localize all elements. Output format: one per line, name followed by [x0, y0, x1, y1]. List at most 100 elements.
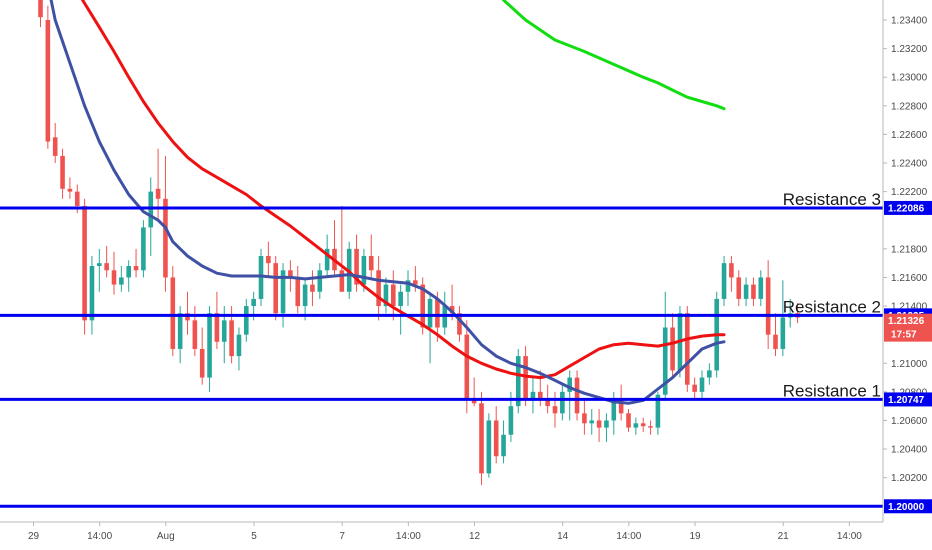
candle[interactable] [52, 122, 58, 164]
candle[interactable] [515, 348, 521, 414]
candle[interactable] [648, 420, 653, 435]
candle-body [685, 313, 690, 385]
candle[interactable] [295, 266, 301, 314]
candle[interactable] [670, 313, 675, 378]
candle-body [743, 284, 749, 299]
candle[interactable] [699, 370, 705, 400]
candle[interactable] [38, 0, 43, 28]
candle[interactable] [398, 284, 403, 335]
candle[interactable] [141, 220, 146, 278]
candle[interactable] [67, 177, 73, 199]
candle-body [589, 420, 595, 424]
candle[interactable] [273, 255, 278, 321]
candle[interactable] [457, 306, 462, 342]
price-tick-label: 1.22600 [891, 130, 928, 141]
candle[interactable] [368, 234, 374, 278]
candle[interactable] [707, 363, 712, 385]
candle-body [479, 403, 484, 474]
candle[interactable] [405, 270, 411, 307]
candle[interactable] [464, 320, 470, 414]
bar-countdown-text: 17:57 [891, 330, 917, 341]
candle[interactable] [214, 291, 220, 349]
candle[interactable] [236, 327, 242, 371]
candle[interactable] [89, 255, 95, 335]
candle[interactable] [758, 270, 764, 307]
candle[interactable] [126, 260, 131, 292]
candle[interactable] [552, 391, 558, 428]
candle-body [707, 370, 712, 378]
candle[interactable] [501, 420, 506, 464]
candle[interactable] [626, 409, 631, 432]
candle[interactable] [82, 198, 87, 335]
candle[interactable] [633, 417, 639, 435]
candle[interactable] [427, 291, 433, 364]
candle[interactable] [582, 399, 587, 435]
candle[interactable] [199, 327, 205, 385]
candle-body [221, 320, 227, 342]
candle[interactable] [45, 5, 51, 149]
candle[interactable] [111, 251, 117, 295]
candle[interactable] [104, 245, 109, 278]
candle-body [324, 248, 330, 271]
candle-body [398, 291, 403, 307]
candle[interactable] [751, 277, 756, 307]
candle[interactable] [317, 263, 323, 299]
candle[interactable] [471, 377, 477, 407]
candle[interactable] [376, 255, 381, 321]
candle[interactable] [133, 248, 139, 278]
candle[interactable] [339, 205, 345, 292]
candle[interactable] [207, 306, 212, 392]
current-price-badge[interactable]: 1.21326 17:57 [884, 313, 932, 342]
candle[interactable] [780, 280, 786, 357]
candle[interactable] [685, 306, 690, 392]
candle[interactable] [97, 248, 102, 292]
candle-body [604, 420, 609, 428]
candle[interactable] [589, 409, 595, 435]
ma-slow-line [502, 0, 726, 111]
candle-body [244, 306, 249, 335]
candle[interactable] [266, 241, 271, 278]
candle[interactable] [743, 277, 749, 307]
candle[interactable] [493, 406, 499, 464]
candle[interactable] [721, 255, 727, 307]
candle[interactable] [567, 370, 572, 421]
candle-body [155, 188, 161, 199]
level-price-badge[interactable]: 1.22086 [884, 200, 932, 215]
candle[interactable] [773, 313, 778, 357]
level-price-badge[interactable]: 1.20747 [884, 392, 932, 407]
candle[interactable] [596, 409, 602, 442]
candle-body [60, 155, 65, 189]
candle[interactable] [302, 277, 308, 321]
candle[interactable] [383, 277, 389, 314]
candle[interactable] [60, 148, 65, 199]
time-scale[interactable]: 29 14:00 Aug 5 7 14:00 12 14 14:00 19 21 14:00 [28, 522, 862, 542]
level-price-badge[interactable]: 1.20000 [884, 499, 932, 514]
candle[interactable] [486, 413, 492, 478]
candle[interactable] [119, 266, 124, 292]
candle-body [236, 334, 242, 357]
candle-body [67, 188, 73, 192]
candle[interactable] [736, 270, 742, 307]
candle[interactable] [530, 377, 536, 414]
price-tick-label: 1.21000 [891, 359, 928, 370]
candle[interactable] [560, 384, 565, 421]
candle[interactable] [354, 234, 359, 292]
candle-body [655, 394, 661, 428]
candle[interactable] [310, 270, 315, 307]
candle-body [413, 280, 418, 285]
candle[interactable] [640, 417, 646, 432]
candle[interactable] [479, 391, 484, 485]
candle[interactable] [391, 270, 396, 321]
candle[interactable] [692, 377, 697, 400]
candle[interactable] [729, 255, 734, 292]
price-tick-label: 1.23400 [891, 16, 928, 27]
candle-body [295, 277, 301, 307]
time-tick-label: 5 [251, 531, 257, 542]
candle[interactable] [574, 370, 580, 421]
candle[interactable] [244, 298, 249, 342]
candle[interactable] [604, 413, 609, 442]
candle[interactable] [765, 260, 771, 349]
candle[interactable] [163, 155, 168, 292]
candle[interactable] [170, 266, 176, 357]
